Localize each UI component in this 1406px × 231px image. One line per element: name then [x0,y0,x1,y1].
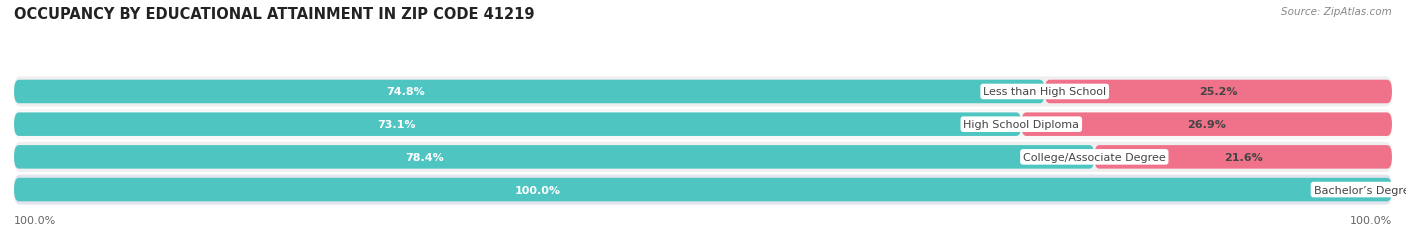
Text: 100.0%: 100.0% [14,215,56,225]
Text: High School Diploma: High School Diploma [963,120,1080,130]
Text: 25.2%: 25.2% [1199,87,1237,97]
FancyBboxPatch shape [14,178,1392,201]
Text: Bachelor’s Degree or higher: Bachelor’s Degree or higher [1313,185,1406,195]
Text: 74.8%: 74.8% [387,87,425,97]
Text: 78.4%: 78.4% [405,152,444,162]
FancyBboxPatch shape [14,146,1094,169]
Text: OCCUPANCY BY EDUCATIONAL ATTAINMENT IN ZIP CODE 41219: OCCUPANCY BY EDUCATIONAL ATTAINMENT IN Z… [14,7,534,22]
Text: Source: ZipAtlas.com: Source: ZipAtlas.com [1281,7,1392,17]
FancyBboxPatch shape [14,110,1392,140]
FancyBboxPatch shape [14,77,1392,107]
FancyBboxPatch shape [1021,113,1392,136]
Text: Less than High School: Less than High School [983,87,1107,97]
Text: 73.1%: 73.1% [378,120,416,130]
FancyBboxPatch shape [14,113,1021,136]
FancyBboxPatch shape [14,80,1045,104]
FancyBboxPatch shape [14,175,1392,205]
Text: 26.9%: 26.9% [1187,120,1226,130]
Text: 100.0%: 100.0% [515,185,561,195]
FancyBboxPatch shape [14,142,1392,172]
Text: College/Associate Degree: College/Associate Degree [1024,152,1166,162]
FancyBboxPatch shape [1045,80,1392,104]
FancyBboxPatch shape [1094,146,1392,169]
Text: 21.6%: 21.6% [1223,152,1263,162]
Text: 100.0%: 100.0% [1350,215,1392,225]
